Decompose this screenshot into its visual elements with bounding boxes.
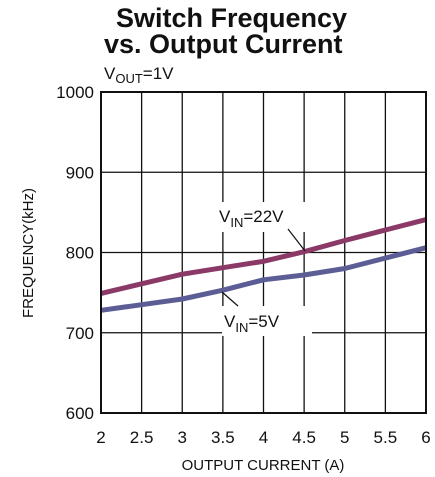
series-lines bbox=[100, 202, 427, 336]
x-axis-label: OUTPUT CURRENT (A) bbox=[182, 457, 345, 474]
series-label-leader bbox=[221, 291, 239, 307]
subtitle-subscript: OUT bbox=[115, 71, 143, 86]
x-tick-label: 4 bbox=[259, 428, 268, 447]
series-label-leader bbox=[287, 228, 306, 252]
label-background bbox=[222, 306, 312, 336]
tick-labels: 2 2.5 3 3.5 4 4.5 5 5.5 6 600 700 800 900 1000 bbox=[56, 83, 431, 447]
plot-frame bbox=[100, 91, 427, 414]
series-labels: VIN=22V VIN=5V bbox=[219, 207, 306, 335]
y-tick-label: 800 bbox=[66, 244, 94, 263]
plot-border bbox=[100, 91, 427, 414]
y-tick-label: 1000 bbox=[56, 83, 94, 102]
series-label-1: VIN=5V bbox=[224, 312, 280, 335]
x-tick-label: 5.5 bbox=[374, 428, 398, 447]
y-tick-label: 700 bbox=[66, 324, 94, 343]
x-tick-label: 3 bbox=[178, 428, 187, 447]
x-tick-label: 3.5 bbox=[211, 428, 235, 447]
subtitle-value: =1V bbox=[143, 64, 174, 83]
series-line-0 bbox=[100, 217, 427, 296]
x-tick-label: 6 bbox=[421, 428, 430, 447]
x-tick-label: 4.5 bbox=[292, 428, 316, 447]
x-tick-label: 2 bbox=[96, 428, 105, 447]
grid-lines bbox=[100, 91, 427, 414]
y-tick-label: 600 bbox=[66, 404, 94, 423]
chart-subtitle: VOUT=1V bbox=[104, 64, 174, 86]
chart-title-line-1: Switch Frequency bbox=[116, 3, 347, 33]
y-tick-label: 900 bbox=[66, 163, 94, 182]
label-background bbox=[216, 202, 322, 232]
x-tick-label: 5 bbox=[340, 428, 349, 447]
x-tick-label: 2.5 bbox=[130, 428, 154, 447]
series-line-1 bbox=[100, 245, 427, 313]
subtitle-main: V bbox=[104, 64, 116, 83]
chart-title-line-2: vs. Output Current bbox=[104, 29, 343, 59]
y-axis-label: FREQUENCY(kHz) bbox=[20, 188, 37, 318]
series-label-0: VIN=22V bbox=[219, 207, 284, 230]
